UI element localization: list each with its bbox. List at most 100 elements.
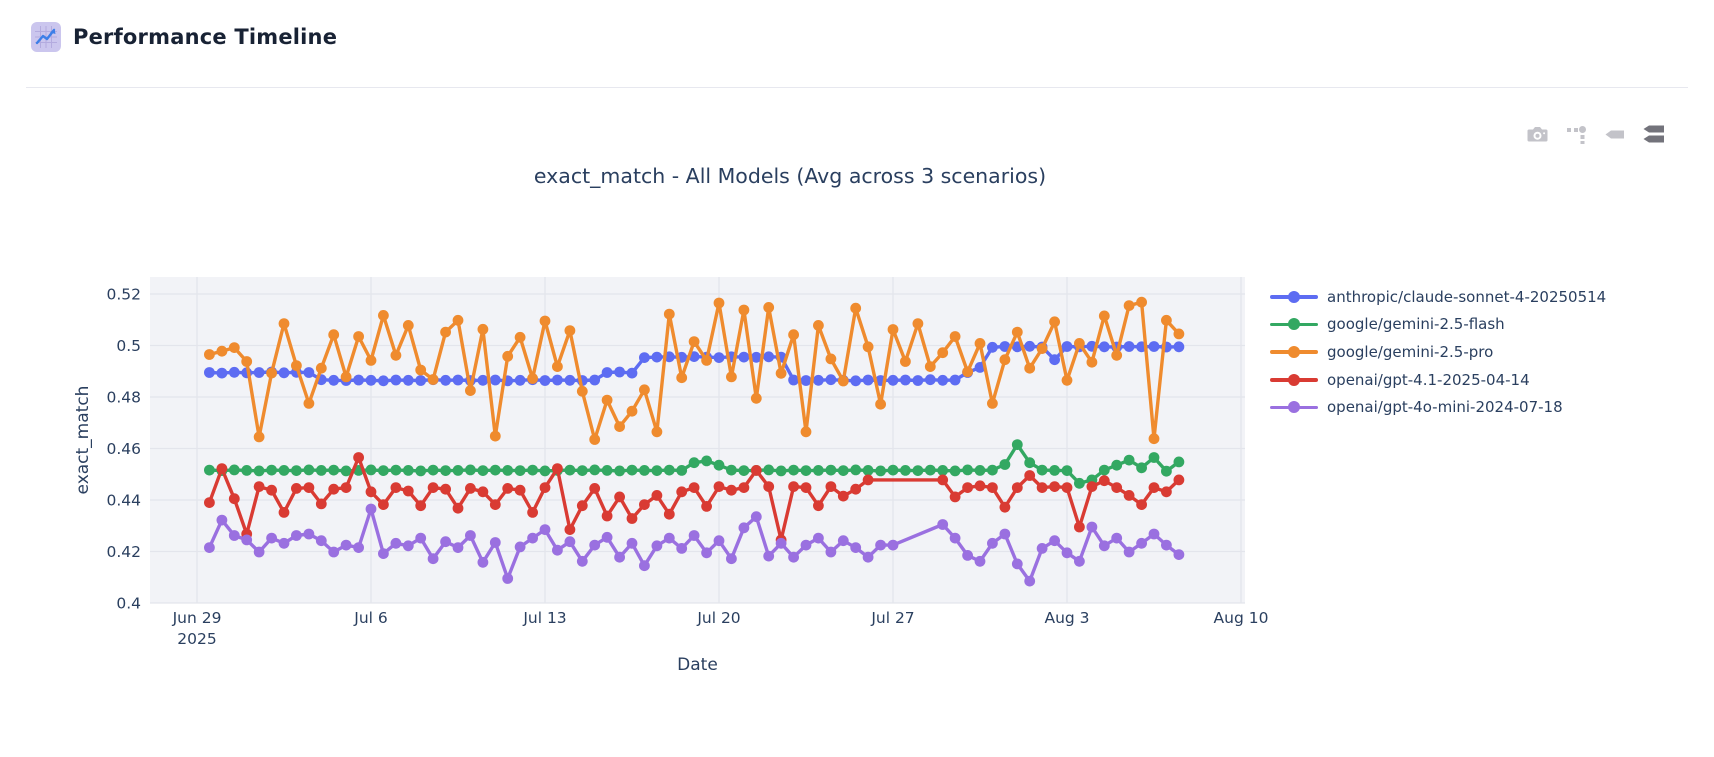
data-point[interactable] [763,464,775,476]
data-point[interactable] [788,374,799,386]
data-point[interactable] [1148,433,1160,445]
data-point[interactable] [800,426,812,438]
data-point[interactable] [340,482,352,493]
data-point[interactable] [452,374,464,386]
data-point[interactable] [713,297,725,309]
data-point[interactable] [315,465,327,476]
data-point[interactable] [465,530,476,541]
data-point[interactable] [489,537,501,548]
data-point[interactable] [676,372,688,384]
spikelines-icon[interactable] [1563,121,1589,147]
data-point[interactable] [1173,474,1185,486]
data-point[interactable] [750,351,762,363]
data-point[interactable] [875,465,886,477]
data-point[interactable] [1061,465,1073,476]
data-point[interactable] [253,465,265,477]
data-point[interactable] [365,503,377,515]
data-point[interactable] [1074,338,1085,349]
data-point[interactable] [1098,475,1110,487]
data-point[interactable] [216,367,228,379]
data-point[interactable] [713,481,725,492]
data-point[interactable] [850,483,862,495]
data-point[interactable] [1024,575,1036,587]
data-point[interactable] [626,367,638,379]
legend-item[interactable]: google/gemini-2.5-flash [1270,311,1606,339]
data-point[interactable] [775,537,787,549]
data-point[interactable] [887,464,899,476]
data-point[interactable] [353,452,364,463]
data-point[interactable] [701,455,712,467]
data-point[interactable] [266,367,277,379]
data-point[interactable] [1098,341,1110,353]
data-point[interactable] [415,465,427,477]
data-point[interactable] [763,550,775,562]
data-point[interactable] [601,531,613,543]
data-point[interactable] [750,511,762,523]
data-point[interactable] [216,514,228,526]
data-point[interactable] [266,532,277,544]
data-point[interactable] [576,385,588,397]
data-point[interactable] [626,464,638,476]
data-point[interactable] [887,539,899,551]
data-point[interactable] [514,331,526,343]
data-point[interactable] [837,490,849,502]
data-point[interactable] [241,534,253,546]
data-point[interactable] [502,350,514,362]
data-point[interactable] [552,463,563,474]
data-point[interactable] [1173,328,1185,340]
data-point[interactable] [353,331,364,342]
data-point[interactable] [427,553,439,565]
data-point[interactable] [477,486,489,498]
data-point[interactable] [614,465,625,477]
data-point[interactable] [862,374,874,386]
data-point[interactable] [1049,465,1060,476]
data-point[interactable] [999,501,1011,513]
data-point[interactable] [688,530,700,541]
data-point[interactable] [639,560,650,572]
data-point[interactable] [539,465,551,477]
data-point[interactable] [775,465,787,477]
data-point[interactable] [216,345,228,357]
data-point[interactable] [1161,465,1172,477]
data-point[interactable] [390,349,402,361]
data-point[interactable] [527,464,538,476]
data-point[interactable] [291,483,302,494]
data-point[interactable] [1123,490,1135,501]
data-point[interactable] [788,481,799,492]
performance-timeline-chart[interactable]: 0.4 0.42 0.44 0.46 0.48 0.5 0.52 Jun 29 2025 Jul … [0,88,1714,757]
data-point[interactable] [489,430,501,442]
data-point[interactable] [974,465,986,476]
data-point[interactable] [651,540,663,552]
data-point[interactable] [589,464,601,476]
data-point[interactable] [601,367,613,378]
data-point[interactable] [1049,316,1060,328]
data-point[interactable] [1161,539,1172,551]
data-point[interactable] [601,394,613,406]
data-point[interactable] [825,464,837,476]
hover-closest-icon[interactable] [1602,121,1628,147]
data-point[interactable] [1148,528,1160,540]
data-point[interactable] [465,464,476,476]
data-point[interactable] [663,464,675,476]
data-point[interactable] [763,351,775,363]
data-point[interactable] [228,366,240,378]
data-point[interactable] [639,352,650,363]
data-point[interactable] [825,374,837,386]
data-point[interactable] [427,482,439,493]
data-point[interactable] [415,500,427,512]
data-point[interactable] [228,342,240,353]
data-point[interactable] [315,498,327,510]
data-point[interactable] [750,465,762,476]
data-point[interactable] [1011,482,1023,493]
data-point[interactable] [626,405,638,417]
data-point[interactable] [912,318,924,329]
data-point[interactable] [291,465,302,476]
data-point[interactable] [204,542,215,553]
data-point[interactable] [415,364,427,376]
data-point[interactable] [937,374,949,386]
data-point[interactable] [763,302,775,313]
data-point[interactable] [713,535,725,547]
data-point[interactable] [589,483,601,494]
data-point[interactable] [987,464,998,476]
data-point[interactable] [204,497,215,508]
